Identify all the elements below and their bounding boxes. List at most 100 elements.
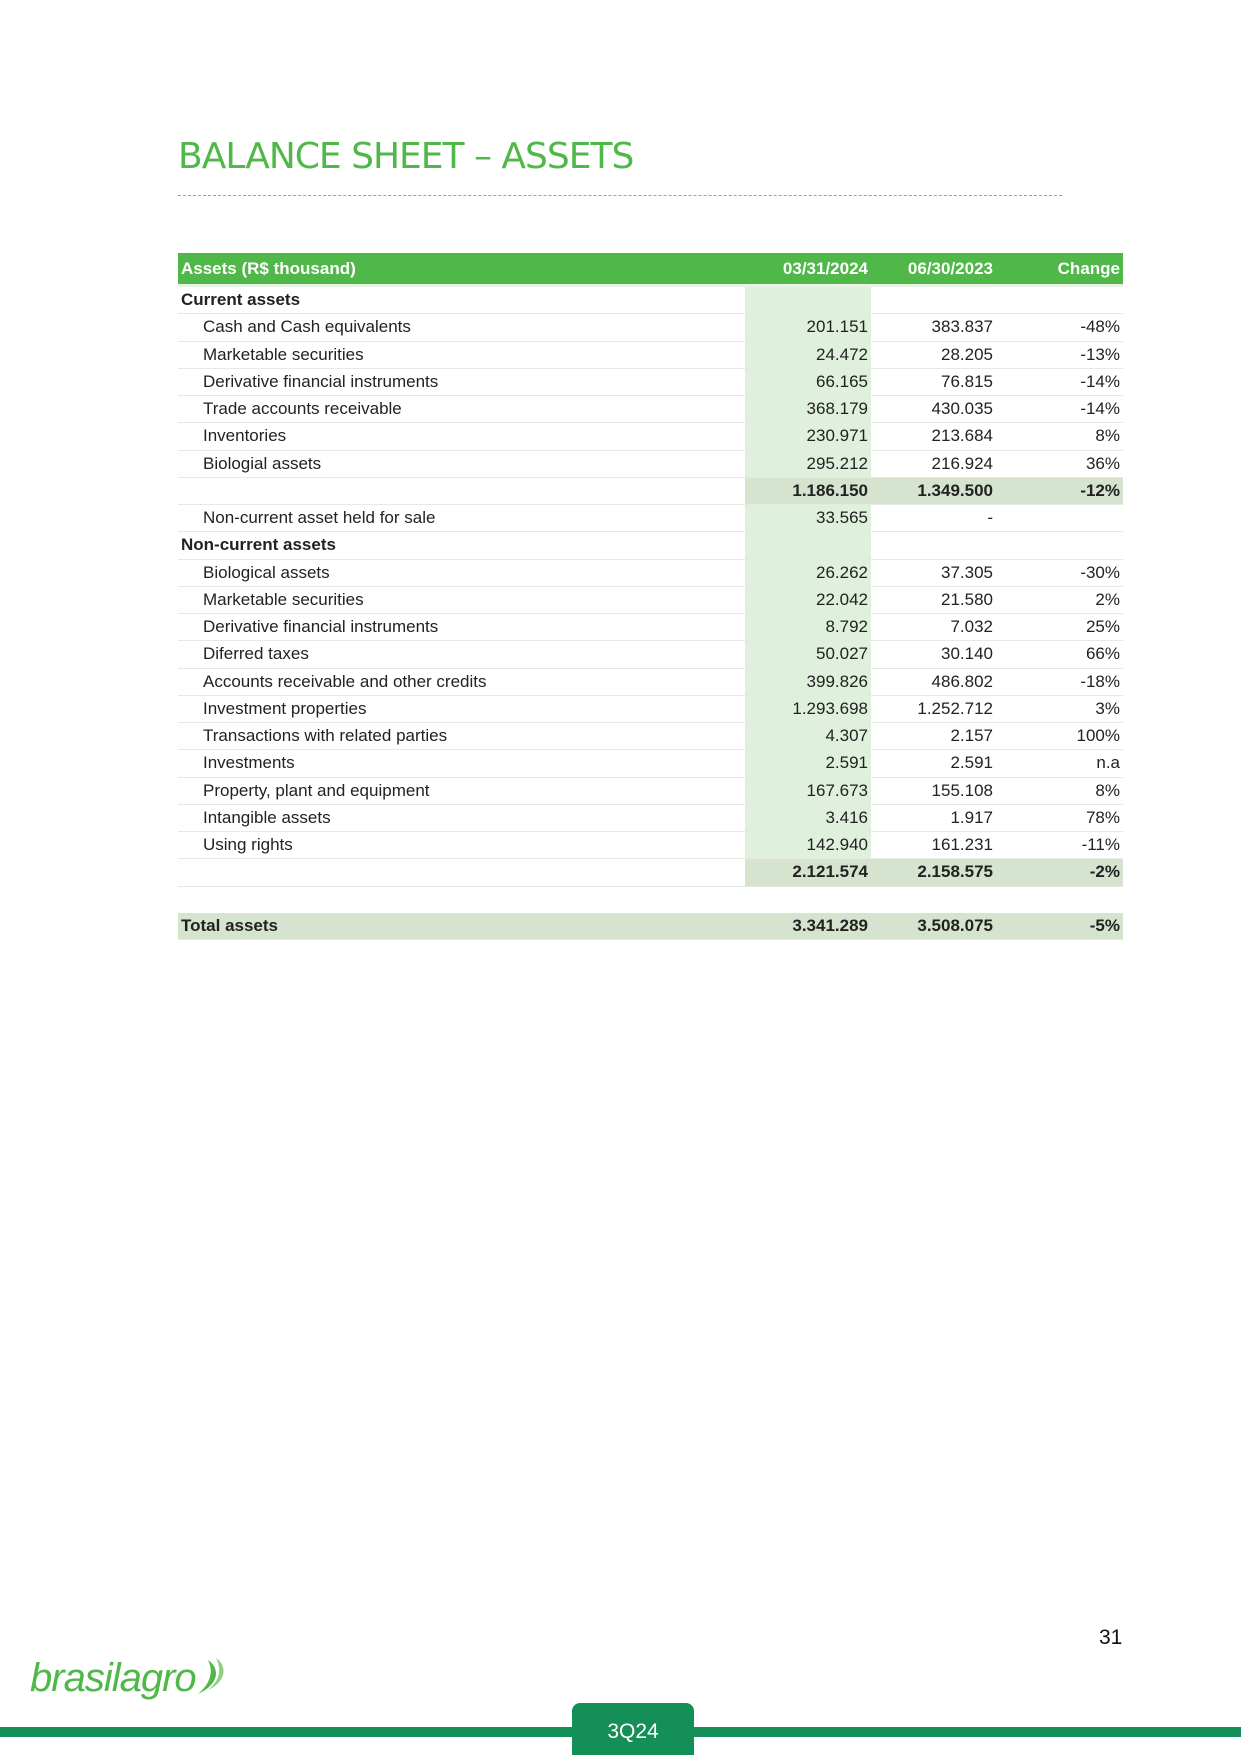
- value-2023: 76.815: [871, 368, 996, 397]
- value-2023: 155.108: [871, 777, 996, 805]
- value-2023: 2.157: [871, 722, 996, 751]
- table-row: Transactions with related parties 4.307 2.…: [178, 722, 1123, 751]
- row-label: [178, 886, 745, 913]
- value-2023: [871, 531, 996, 560]
- table-row: Investments 2.591 2.591 n.a: [178, 749, 1123, 778]
- value-2024: 201.151: [745, 313, 871, 342]
- change: -14%: [996, 395, 1123, 424]
- logo-swoosh-icon: [197, 1658, 224, 1694]
- table-row: Biological assets 26.262 37.305 -30%: [178, 559, 1123, 587]
- row-label: Marketable securities: [178, 586, 745, 615]
- value-2024: 2.591: [745, 749, 871, 778]
- row-label: [178, 477, 745, 506]
- value-2024: [745, 285, 871, 315]
- value-2024: 66.165: [745, 368, 871, 397]
- table-row: Investment properties 1.293.698 1.252.712 3…: [178, 695, 1123, 724]
- value-2024: 8.792: [745, 613, 871, 642]
- table-row-held-for-sale: Non-current asset held for sale 33.565-: [178, 504, 1123, 533]
- row-label: Trade accounts receivable: [178, 395, 745, 424]
- value-2024: 22.042: [745, 586, 871, 615]
- header-label: Assets (R$ thousand): [178, 253, 745, 287]
- change: -48%: [996, 313, 1123, 342]
- value-2023: 213.684: [871, 422, 996, 451]
- row-label: Current assets: [178, 285, 745, 315]
- row-label: Accounts receivable and other credits: [178, 668, 745, 696]
- section-noncurrent-assets: Non-current assets: [178, 531, 1123, 560]
- change: 8%: [996, 422, 1123, 451]
- row-label: Biologial assets: [178, 450, 745, 478]
- change: 36%: [996, 450, 1123, 478]
- value-2024: 1.293.698: [745, 695, 871, 724]
- change: -5%: [996, 912, 1123, 940]
- table-row: Accounts receivable and other credits 399…: [178, 668, 1123, 696]
- row-label: Property, plant and equipment: [178, 777, 745, 805]
- header-date-1: 03/31/2024: [745, 253, 871, 287]
- row-label: Derivative financial instruments: [178, 613, 745, 642]
- row-label: Using rights: [178, 831, 745, 860]
- title-divider: [178, 195, 1062, 196]
- value-2024: [745, 886, 871, 913]
- value-2024: [745, 531, 871, 560]
- change: -18%: [996, 668, 1123, 696]
- row-label: Diferred taxes: [178, 640, 745, 669]
- row-label: Non-current asset held for sale: [178, 504, 745, 533]
- header-date-2: 06/30/2023: [871, 253, 996, 287]
- change: n.a: [996, 749, 1123, 778]
- table-row: Cash and Cash equivalents 201.151 383.837-…: [178, 313, 1123, 342]
- table-row: Inventories 230.971 213.684 8%: [178, 422, 1123, 451]
- value-2024: 142.940: [745, 831, 871, 860]
- value-2024: 2.121.574: [745, 858, 871, 887]
- value-2023: 1.349.500: [871, 477, 996, 506]
- value-2024: 33.565: [745, 504, 871, 533]
- row-label: Inventories: [178, 422, 745, 451]
- value-2023: 486.802: [871, 668, 996, 696]
- row-label: Non-current assets: [178, 531, 745, 560]
- value-2023: 430.035: [871, 395, 996, 424]
- table-row: Diferred taxes 50.027 30.140 66%: [178, 640, 1123, 669]
- value-2023: 37.305: [871, 559, 996, 587]
- table-row: Trade accounts receivable 368.179 430.035-…: [178, 395, 1123, 424]
- value-2023: 30.140: [871, 640, 996, 669]
- subtotal-noncurrent: 2.121.574 2.158.575 -2%: [178, 858, 1123, 887]
- change: [996, 285, 1123, 315]
- value-2023: [871, 285, 996, 315]
- value-2024: 399.826: [745, 668, 871, 696]
- value-2024: 26.262: [745, 559, 871, 587]
- brasilagro-logo: brasilagro: [30, 1656, 230, 1701]
- value-2023: 216.924: [871, 450, 996, 478]
- row-label: Transactions with related parties: [178, 722, 745, 751]
- header-change: Change: [996, 253, 1123, 287]
- change: 8%: [996, 777, 1123, 805]
- table-row: Marketable securities 22.042 21.580 2%: [178, 586, 1123, 615]
- value-2023: [871, 886, 996, 913]
- value-2024: 24.472: [745, 341, 871, 369]
- value-2023: 21.580: [871, 586, 996, 615]
- subtotal-current: 1.186.150 1.349.500 -12%: [178, 477, 1123, 506]
- row-label: Derivative financial instruments: [178, 368, 745, 397]
- value-2024: 50.027: [745, 640, 871, 669]
- assets-table: Assets (R$ thousand) 03/31/2024 06/30/20…: [178, 253, 1123, 940]
- table-row: Property, plant and equipment 167.673 155.…: [178, 777, 1123, 805]
- value-2024: 3.416: [745, 804, 871, 833]
- table-row: Derivative financial instruments 8.792 7.0…: [178, 613, 1123, 642]
- total-assets-row: Total assets 3.341.289 3.508.075 -5%: [178, 912, 1123, 940]
- change: [996, 886, 1123, 913]
- value-2024: 4.307: [745, 722, 871, 751]
- change: -30%: [996, 559, 1123, 587]
- quarter-tab: 3Q24: [572, 1703, 694, 1755]
- table-header: Assets (R$ thousand) 03/31/2024 06/30/20…: [178, 253, 1123, 287]
- page-title: BALANCE SHEET – ASSETS: [178, 136, 634, 177]
- value-2023: 7.032: [871, 613, 996, 642]
- change: [996, 531, 1123, 560]
- change: -14%: [996, 368, 1123, 397]
- value-2023: 1.252.712: [871, 695, 996, 724]
- change: -2%: [996, 858, 1123, 887]
- value-2023: 3.508.075: [871, 912, 996, 940]
- row-label: Cash and Cash equivalents: [178, 313, 745, 342]
- page-number: 31: [1099, 1626, 1123, 1649]
- spacer-row: [178, 886, 1123, 913]
- change: [996, 504, 1123, 533]
- row-label: Intangible assets: [178, 804, 745, 833]
- change: -11%: [996, 831, 1123, 860]
- table-row: Intangible assets 3.416 1.917 78%: [178, 804, 1123, 833]
